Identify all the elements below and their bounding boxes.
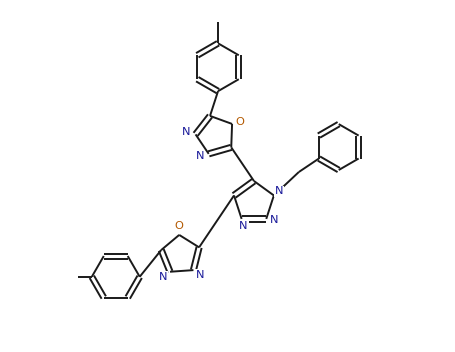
- Text: N: N: [182, 127, 191, 137]
- Text: O: O: [235, 117, 244, 127]
- Text: N: N: [239, 221, 248, 231]
- Text: N: N: [158, 272, 167, 282]
- Text: N: N: [196, 270, 204, 280]
- Text: O: O: [174, 221, 183, 231]
- Text: N: N: [269, 215, 278, 225]
- Text: N: N: [196, 151, 204, 161]
- Text: N: N: [274, 187, 283, 196]
